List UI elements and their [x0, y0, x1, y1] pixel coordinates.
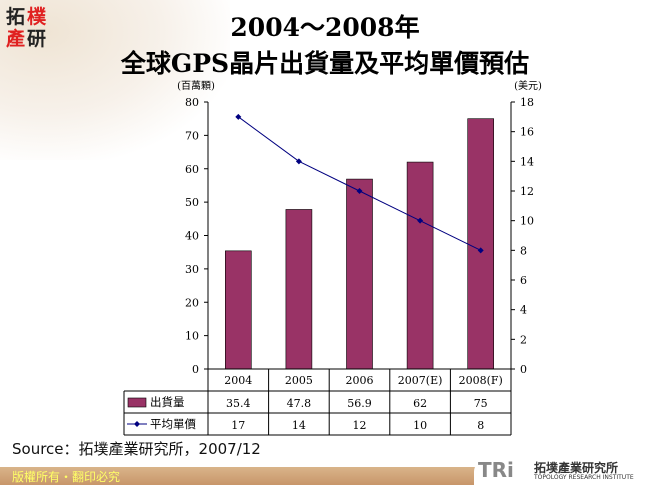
data-label: 75: [474, 397, 488, 410]
data-label: 47.8: [287, 397, 312, 410]
left-tick-label: 10: [185, 330, 199, 343]
bar: [225, 250, 252, 370]
logo: 拓 樸 產 研: [6, 6, 48, 52]
legend-line-marker: [134, 421, 140, 427]
left-tick-label: 0: [192, 363, 199, 376]
right-axis-label: (美元): [514, 79, 542, 92]
left-tick-label: 70: [185, 129, 199, 142]
bar: [406, 161, 434, 370]
price-point: [477, 247, 484, 254]
tri-abbr: TRi: [478, 458, 514, 482]
category-label: 2007(E): [398, 374, 443, 387]
data-label: 56.9: [347, 397, 372, 410]
category-label: 2004: [224, 374, 252, 387]
left-tick-label: 60: [185, 163, 199, 176]
left-axis-label: (百萬顆): [177, 79, 215, 92]
price-point: [356, 188, 363, 194]
left-tick-label: 80: [185, 96, 199, 109]
tri-logo: TRi 拓墣產業研究所 TOPOLOGY RESEARCH INSTITUTE: [474, 458, 650, 485]
legend-bar-swatch: [127, 397, 147, 408]
data-label: 12: [353, 419, 367, 432]
data-label: 10: [413, 419, 427, 432]
right-tick-label: 16: [520, 126, 534, 139]
right-tick-label: 0: [520, 363, 527, 376]
data-label: 62: [413, 397, 427, 410]
tri-english: TOPOLOGY RESEARCH INSTITUTE: [534, 474, 634, 481]
right-tick-label: 8: [520, 244, 527, 257]
chart-title-line2: 全球GPS晶片出貨量及平均單價預估: [120, 49, 530, 78]
left-tick-label: 50: [185, 196, 199, 209]
left-tick-label: 30: [185, 263, 199, 276]
right-tick-label: 4: [520, 304, 527, 317]
logo-char: 拓: [6, 6, 26, 28]
right-tick-label: 14: [520, 155, 534, 168]
price-point: [295, 158, 302, 165]
price-point: [235, 113, 242, 120]
bar: [467, 118, 495, 370]
data-label: 17: [231, 419, 245, 432]
right-tick-label: 2: [520, 333, 527, 346]
data-label: 14: [292, 419, 306, 432]
legend-label: 平均單價: [150, 417, 196, 431]
logo-char: 研: [27, 28, 47, 50]
right-tick-label: 12: [520, 185, 534, 198]
bar: [285, 209, 313, 370]
left-tick-label: 40: [185, 230, 199, 243]
right-tick-label: 10: [520, 215, 534, 228]
logo-char: 產: [6, 28, 26, 50]
source-note: Source：拓墣產業研究所，2007/12: [12, 440, 261, 458]
right-tick-label: 6: [520, 274, 527, 287]
copyright-text: 版權所有・翻印必究: [12, 470, 121, 484]
background-map-watermark: [0, 0, 230, 160]
tri-name: 拓墣產業研究所: [534, 461, 619, 475]
legend-label: 出貨量: [150, 395, 185, 409]
price-point: [417, 217, 424, 224]
right-tick-label: 18: [520, 96, 534, 109]
left-tick-label: 20: [185, 296, 199, 309]
bar: [346, 178, 373, 370]
logo-char: 樸: [27, 6, 47, 28]
category-label: 2005: [285, 374, 313, 387]
chart-title-line1: 2004～2008年: [230, 13, 420, 42]
category-label: 2006: [346, 374, 374, 387]
data-label: 8: [477, 419, 484, 432]
data-label: 35.4: [226, 397, 251, 410]
category-label: 2008(F): [459, 374, 503, 387]
